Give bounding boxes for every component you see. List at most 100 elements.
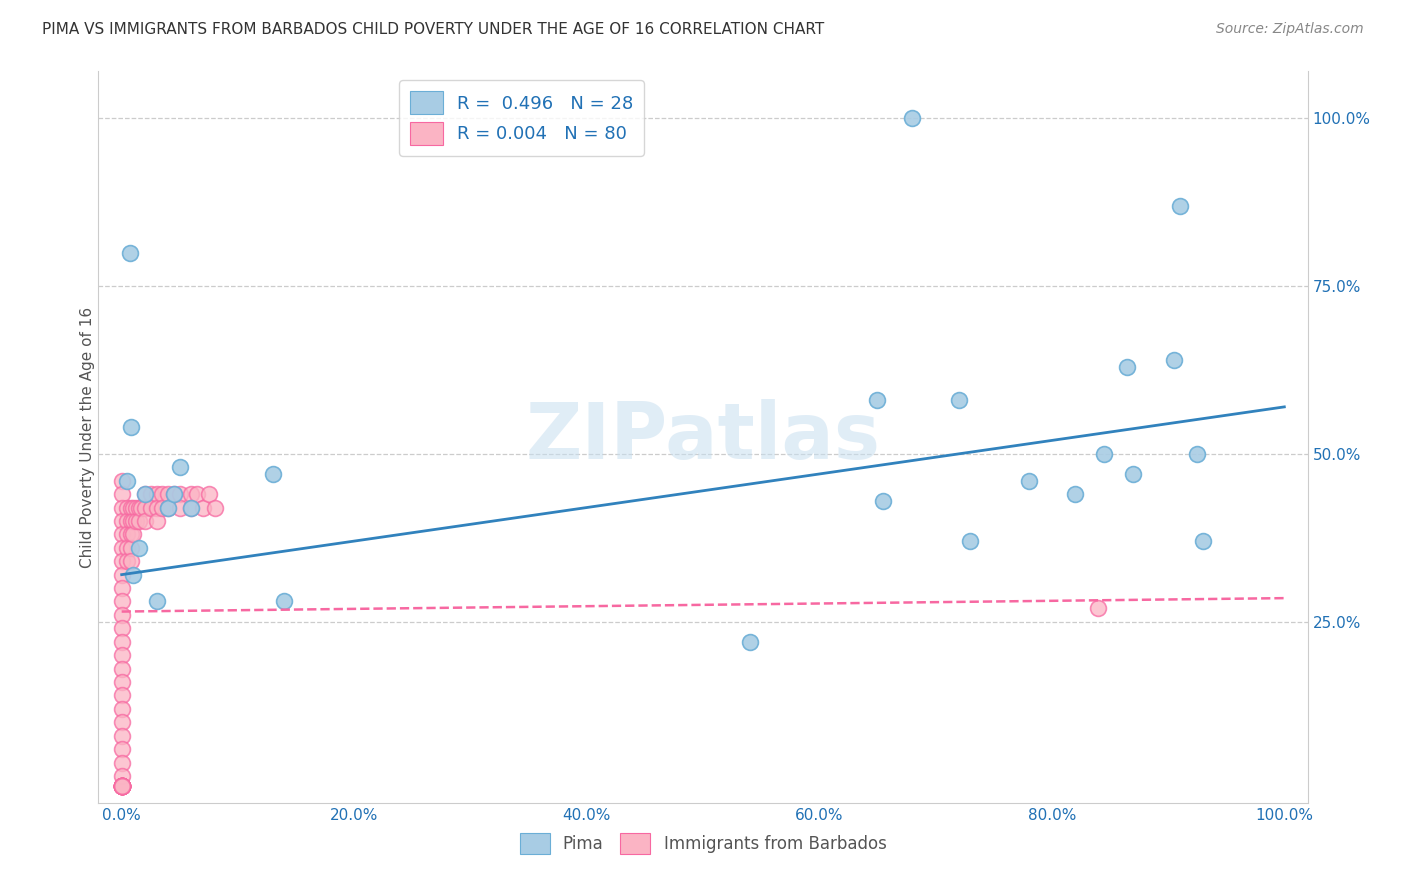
Point — [180, 500, 202, 515]
Point — [111, 581, 134, 595]
Point — [1122, 467, 1144, 481]
Point — [145, 594, 167, 608]
Point — [111, 514, 134, 528]
Point — [1092, 447, 1115, 461]
Point — [111, 779, 134, 793]
Point — [122, 567, 145, 582]
Point — [139, 487, 162, 501]
Point — [948, 393, 970, 408]
Point — [111, 779, 134, 793]
Point — [111, 779, 134, 793]
Point — [145, 514, 167, 528]
Point — [157, 487, 180, 501]
Point — [872, 493, 894, 508]
Point — [111, 594, 134, 608]
Point — [134, 514, 156, 528]
Point — [111, 621, 134, 635]
Point — [157, 500, 180, 515]
Point — [1192, 534, 1215, 549]
Point — [204, 500, 226, 515]
Point — [111, 474, 134, 488]
Point — [111, 779, 134, 793]
Point — [111, 729, 134, 743]
Point — [145, 500, 167, 515]
Point — [169, 487, 191, 501]
Point — [117, 541, 139, 555]
Point — [124, 514, 146, 528]
Point — [145, 487, 167, 501]
Point — [111, 541, 134, 555]
Point — [111, 779, 134, 793]
Point — [273, 594, 295, 608]
Point — [111, 648, 134, 662]
Point — [169, 460, 191, 475]
Point — [738, 634, 761, 648]
Point — [191, 500, 214, 515]
Point — [111, 779, 134, 793]
Point — [163, 487, 186, 501]
Text: ZIPatlas: ZIPatlas — [526, 399, 880, 475]
Point — [111, 500, 134, 515]
Point — [198, 487, 221, 501]
Point — [111, 689, 134, 703]
Point — [1087, 601, 1109, 615]
Point — [866, 393, 889, 408]
Point — [131, 500, 153, 515]
Point — [901, 112, 924, 126]
Point — [111, 779, 134, 793]
Point — [111, 527, 134, 541]
Point — [1018, 474, 1040, 488]
Point — [1168, 198, 1191, 212]
Point — [111, 715, 134, 730]
Point — [111, 675, 134, 690]
Point — [111, 779, 134, 793]
Point — [111, 779, 134, 793]
Point — [120, 500, 142, 515]
Point — [262, 467, 284, 481]
Point — [122, 500, 145, 515]
Point — [111, 607, 134, 622]
Point — [111, 769, 134, 783]
Point — [122, 527, 145, 541]
Point — [111, 779, 134, 793]
Point — [120, 420, 142, 434]
Point — [111, 487, 134, 501]
Point — [111, 554, 134, 568]
Point — [111, 634, 134, 648]
Point — [117, 527, 139, 541]
Point — [117, 474, 139, 488]
Point — [111, 742, 134, 756]
Point — [150, 487, 173, 501]
Point — [111, 662, 134, 676]
Point — [128, 541, 150, 555]
Point — [134, 487, 156, 501]
Point — [157, 500, 180, 515]
Point — [111, 779, 134, 793]
Point — [111, 779, 134, 793]
Point — [150, 500, 173, 515]
Point — [1064, 487, 1087, 501]
Point — [111, 779, 134, 793]
Legend: Pima, Immigrants from Barbados: Pima, Immigrants from Barbados — [513, 827, 893, 860]
Point — [111, 779, 134, 793]
Point — [139, 500, 162, 515]
Point — [180, 487, 202, 501]
Point — [1185, 447, 1208, 461]
Point — [117, 500, 139, 515]
Point — [120, 554, 142, 568]
Text: PIMA VS IMMIGRANTS FROM BARBADOS CHILD POVERTY UNDER THE AGE OF 16 CORRELATION C: PIMA VS IMMIGRANTS FROM BARBADOS CHILD P… — [42, 22, 824, 37]
Point — [120, 541, 142, 555]
Point — [111, 779, 134, 793]
Point — [111, 779, 134, 793]
Point — [1163, 352, 1185, 367]
Point — [111, 702, 134, 716]
Y-axis label: Child Poverty Under the Age of 16: Child Poverty Under the Age of 16 — [80, 307, 94, 567]
Point — [134, 487, 156, 501]
Point — [122, 514, 145, 528]
Point — [959, 534, 981, 549]
Point — [117, 514, 139, 528]
Point — [1116, 359, 1139, 374]
Point — [111, 779, 134, 793]
Point — [169, 500, 191, 515]
Point — [186, 487, 208, 501]
